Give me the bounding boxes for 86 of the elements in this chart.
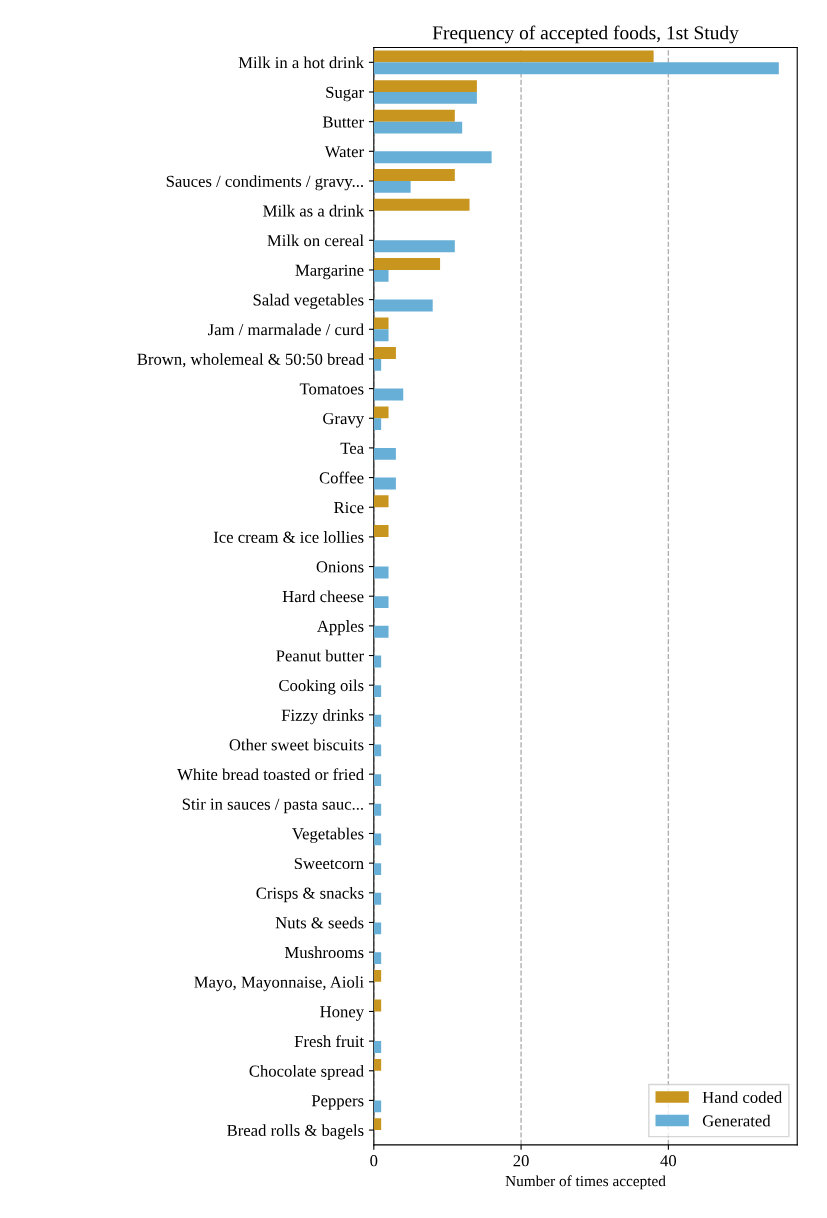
bar: [373, 863, 382, 876]
y-tick-label: Vegetables: [292, 827, 364, 843]
y-tick-label: Brown, wholemeal & 50:50 bread: [137, 353, 364, 368]
y-tick-label: Milk as a drink: [263, 204, 365, 217]
bar: [373, 1100, 382, 1113]
y-tick-label: Mushrooms: [284, 946, 364, 959]
y-tick-label: Nuts & seeds: [275, 916, 364, 929]
y-tick-label: Stir in sauces / pasta sauc...: [182, 798, 363, 814]
bar: [373, 91, 477, 104]
y-tick-label: Apples: [317, 620, 364, 636]
y-tick-label: Coffee: [319, 471, 364, 484]
bar: [373, 525, 389, 537]
y-tick-label: Jam / marmalade / curd: [208, 323, 364, 336]
y-tick-label: Tomatoes: [299, 383, 364, 395]
bar: [373, 625, 389, 638]
y-tick-label: White bread toasted or fried: [177, 768, 364, 781]
x-tick-label: 20: [513, 1155, 529, 1167]
y-tick-label: Fizzy drinks: [281, 709, 364, 725]
bar: [373, 358, 382, 371]
bar: [373, 50, 654, 63]
legend-label: Hand coded: [702, 1091, 783, 1103]
bar: [373, 495, 389, 508]
bar: [373, 477, 396, 490]
x-tick-label: 0: [370, 1155, 378, 1167]
bar: [373, 198, 470, 211]
y-tick-label: Honey: [320, 1006, 365, 1021]
y-tick-label: Bread rolls & bagels: [227, 1124, 364, 1140]
bar: [373, 418, 382, 431]
bar: [373, 240, 455, 253]
legend-label: Generated: [702, 1114, 771, 1127]
bar: [373, 388, 404, 401]
bar: [373, 892, 382, 905]
y-tick-label: Mayo, Mayonnaise, Aioli: [194, 976, 364, 992]
y-tick-label: Crisps & snacks: [256, 887, 364, 903]
y-tick-label: Cooking oils: [279, 679, 364, 695]
bar: [373, 151, 492, 164]
y-tick-label: Ice cream & ice lollies: [213, 531, 364, 543]
bar: [373, 406, 389, 419]
bar: [373, 169, 455, 181]
y-tick-label: Water: [324, 146, 364, 158]
bar: [373, 180, 411, 193]
y-tick-label: Sauces / condiments / gravy...: [166, 175, 363, 191]
bar: [373, 969, 382, 982]
bar: [373, 329, 389, 342]
y-tick-label: Chocolate spread: [249, 1064, 364, 1081]
bar: [373, 62, 779, 75]
bar: [373, 685, 382, 698]
bar: [373, 317, 389, 330]
y-tick-label: Peanut butter: [276, 649, 364, 662]
y-tick-label: Onions: [316, 561, 364, 573]
y-tick-label: Margarine: [295, 264, 364, 280]
y-tick-label: Sugar: [326, 86, 364, 102]
bar: [373, 952, 382, 964]
y-tick-label: Hard cheese: [282, 590, 364, 603]
bar: [373, 1058, 382, 1071]
y-tick-label: Gravy: [323, 412, 365, 428]
y-tick-label: Milk in a hot drink: [238, 56, 365, 69]
y-tick-label: Fresh fruit: [294, 1035, 364, 1048]
bar: [373, 1041, 382, 1053]
y-tick-label: Salad vegetables: [253, 293, 364, 309]
bar: [373, 596, 389, 609]
y-tick-label: Peppers: [311, 1095, 364, 1110]
bar: [373, 258, 441, 270]
bar: [373, 833, 382, 846]
y-tick-label: Sweetcorn: [294, 857, 364, 870]
chart-title: Frequency of accepted foods, 1st Study: [432, 25, 739, 44]
bar: [373, 347, 396, 359]
y-tick-label: Butter: [322, 116, 364, 128]
bar: [373, 922, 382, 935]
x-tick-label: 40: [660, 1155, 677, 1167]
bar: [373, 269, 389, 282]
bar: [373, 447, 396, 460]
bar: [373, 80, 477, 92]
bar: [373, 714, 382, 727]
bar: [373, 121, 463, 134]
bar: [373, 109, 455, 122]
y-tick-label: Other sweet biscuits: [229, 738, 364, 751]
y-tick-label: Tea: [340, 442, 364, 454]
y-tick-label: Milk on cereal: [267, 234, 364, 247]
y-tick-label: Rice: [334, 501, 364, 514]
bar: [373, 299, 433, 312]
bar: [373, 803, 382, 816]
bar: [373, 774, 382, 787]
bar: [373, 566, 389, 579]
x-axis-title: Number of times accepted: [505, 1175, 666, 1190]
bar: [373, 1118, 382, 1131]
